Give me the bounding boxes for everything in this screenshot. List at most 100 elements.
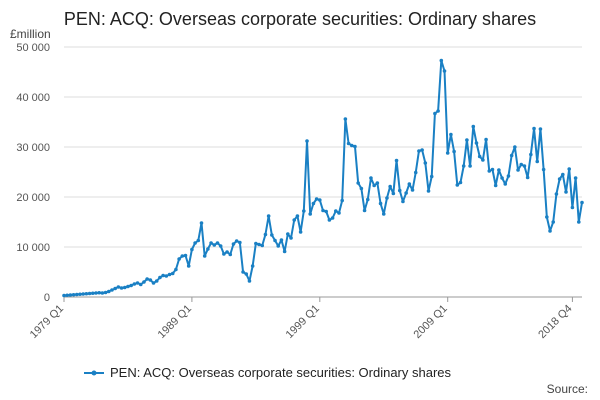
data-point[interactable]: [327, 218, 332, 222]
data-point[interactable]: [362, 208, 367, 213]
data-point[interactable]: [343, 117, 348, 121]
data-point[interactable]: [529, 152, 533, 157]
data-point[interactable]: [564, 190, 568, 194]
data-point[interactable]: [535, 159, 540, 164]
data-point[interactable]: [461, 164, 466, 168]
data-point[interactable]: [394, 158, 399, 163]
data-point[interactable]: [132, 282, 137, 286]
data-point[interactable]: [359, 186, 364, 191]
data-point[interactable]: [484, 137, 488, 142]
data-point[interactable]: [477, 154, 482, 159]
data-point[interactable]: [183, 253, 188, 258]
data-point[interactable]: [554, 192, 559, 196]
data-point[interactable]: [135, 281, 140, 285]
data-point[interactable]: [308, 212, 313, 216]
data-point[interactable]: [241, 270, 245, 274]
data-point[interactable]: [369, 176, 373, 180]
data-point[interactable]: [385, 196, 389, 200]
data-point[interactable]: [305, 139, 309, 143]
data-point[interactable]: [87, 291, 92, 296]
data-point[interactable]: [273, 238, 277, 243]
data-point[interactable]: [260, 243, 265, 248]
data-point[interactable]: [84, 291, 89, 296]
data-point[interactable]: [340, 198, 344, 203]
data-point[interactable]: [167, 272, 172, 277]
data-point[interactable]: [206, 247, 210, 251]
data-point[interactable]: [378, 201, 383, 206]
data-point[interactable]: [106, 289, 111, 294]
data-point[interactable]: [151, 281, 156, 285]
data-point[interactable]: [231, 242, 236, 246]
data-point[interactable]: [404, 191, 408, 195]
data-point[interactable]: [324, 209, 328, 214]
data-point[interactable]: [525, 175, 530, 180]
data-point[interactable]: [577, 220, 581, 224]
data-point[interactable]: [244, 272, 249, 276]
data-point[interactable]: [519, 162, 524, 167]
data-point[interactable]: [279, 238, 284, 242]
data-point[interactable]: [225, 250, 229, 254]
data-point[interactable]: [289, 236, 293, 240]
data-point[interactable]: [318, 198, 322, 202]
data-point[interactable]: [445, 151, 450, 155]
data-point[interactable]: [103, 290, 108, 295]
data-point[interactable]: [170, 271, 175, 276]
data-point[interactable]: [413, 170, 418, 175]
data-point[interactable]: [238, 240, 242, 245]
data-point[interactable]: [522, 164, 527, 168]
data-point[interactable]: [314, 197, 319, 201]
data-point[interactable]: [65, 293, 69, 298]
legend[interactable]: PEN: ACQ: Overseas corporate securities:…: [84, 365, 452, 380]
data-point[interactable]: [436, 109, 440, 113]
data-point[interactable]: [292, 218, 297, 222]
data-point[interactable]: [94, 291, 98, 295]
data-point[interactable]: [138, 282, 143, 287]
data-point[interactable]: [465, 138, 469, 142]
data-point[interactable]: [349, 143, 354, 148]
data-point[interactable]: [186, 264, 191, 268]
data-point[interactable]: [397, 188, 402, 193]
data-point[interactable]: [100, 291, 105, 295]
data-point[interactable]: [372, 183, 376, 188]
data-point[interactable]: [439, 58, 444, 63]
data-point[interactable]: [196, 238, 201, 243]
data-point[interactable]: [532, 126, 536, 131]
data-point[interactable]: [471, 124, 476, 129]
data-point[interactable]: [174, 267, 178, 272]
data-point[interactable]: [388, 184, 392, 189]
data-point[interactable]: [410, 188, 415, 192]
data-point[interactable]: [234, 239, 239, 243]
data-point[interactable]: [215, 241, 220, 245]
data-point[interactable]: [513, 145, 517, 149]
data-point[interactable]: [401, 199, 405, 204]
data-point[interactable]: [346, 141, 351, 146]
data-point[interactable]: [126, 284, 130, 289]
data-point[interactable]: [199, 221, 204, 225]
data-point[interactable]: [474, 141, 479, 145]
data-point[interactable]: [177, 257, 181, 261]
data-point[interactable]: [538, 127, 543, 131]
data-point[interactable]: [481, 158, 485, 162]
data-point[interactable]: [257, 242, 261, 247]
data-point[interactable]: [202, 254, 207, 258]
data-point[interactable]: [209, 241, 213, 245]
data-point[interactable]: [487, 169, 492, 173]
data-point[interactable]: [122, 285, 127, 290]
data-point[interactable]: [420, 148, 424, 152]
data-point[interactable]: [580, 200, 584, 205]
data-point[interactable]: [455, 183, 460, 187]
data-point[interactable]: [442, 69, 447, 73]
data-point[interactable]: [375, 181, 380, 185]
data-point[interactable]: [113, 286, 117, 291]
data-point[interactable]: [570, 205, 575, 210]
data-point[interactable]: [193, 241, 197, 245]
data-point[interactable]: [423, 161, 428, 165]
data-point[interactable]: [228, 252, 233, 257]
data-point[interactable]: [516, 168, 520, 172]
data-point[interactable]: [78, 292, 82, 297]
data-point[interactable]: [365, 197, 370, 202]
data-point[interactable]: [503, 182, 508, 186]
data-point[interactable]: [449, 132, 453, 137]
data-point[interactable]: [407, 182, 412, 186]
data-point[interactable]: [337, 211, 341, 215]
